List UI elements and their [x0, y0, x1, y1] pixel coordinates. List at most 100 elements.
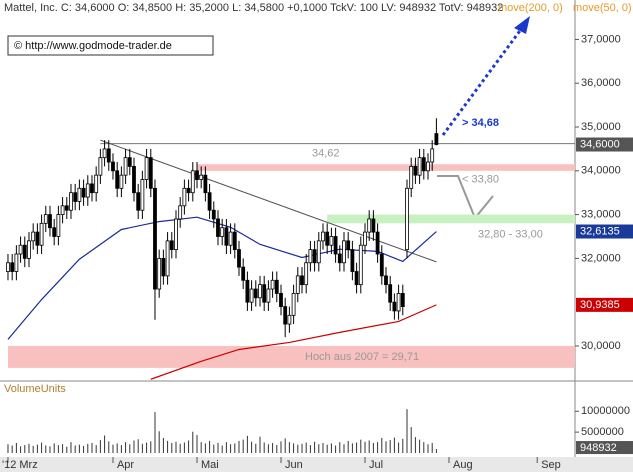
- candle-body: [270, 279, 275, 290]
- candle-body: [157, 257, 162, 290]
- candle-body: [333, 236, 338, 255]
- candle-body: [39, 222, 44, 246]
- candle-body: [426, 161, 430, 172]
- candle-body: [169, 240, 174, 251]
- candle-body: [94, 174, 99, 194]
- candle-body: [337, 253, 342, 264]
- candle-body: [31, 231, 36, 242]
- candle-body: [182, 187, 187, 207]
- moving-average: [150, 304, 437, 380]
- target-label: < 33,80: [462, 173, 499, 185]
- candle-body: [199, 174, 204, 180]
- indicator-label: move(50, 0): [573, 2, 632, 14]
- candle-body: [220, 227, 225, 237]
- candle-body: [300, 275, 304, 286]
- y-tick-label: 37,0000: [581, 33, 621, 45]
- candle-body: [388, 284, 393, 303]
- last-value-box: [576, 137, 633, 152]
- candle-body: [367, 218, 372, 233]
- candle-body: [283, 306, 288, 325]
- x-tick-label: Jun: [285, 459, 303, 471]
- candle-body: [207, 192, 212, 211]
- candle-body: [430, 148, 435, 163]
- x-tick-label: Sep: [541, 459, 561, 471]
- candle-body: [308, 249, 313, 264]
- date-bar: [0, 457, 633, 472]
- candle-body: [405, 187, 409, 251]
- y-tick-label: 33,0000: [581, 208, 621, 220]
- x-tick-label: Mai: [201, 459, 219, 471]
- zone: [196, 164, 575, 171]
- last-value-label: 32,6135: [580, 225, 620, 237]
- candle-body: [211, 209, 216, 220]
- candle-body: [346, 240, 351, 251]
- candle-body: [64, 205, 69, 211]
- trendline: [100, 139, 437, 263]
- x-tick-label: Apr: [117, 459, 134, 471]
- candle-body: [161, 257, 166, 277]
- x-tick-label: Jul: [369, 459, 383, 471]
- arrow-head: [514, 16, 530, 34]
- zone: [327, 214, 575, 224]
- target-arrow: [441, 27, 524, 136]
- y-tick-label: 30,0000: [581, 340, 621, 352]
- candle-body: [85, 183, 90, 198]
- zone-label: Hoch aus 2007 = 29,71: [305, 351, 419, 363]
- candle-body: [245, 279, 250, 303]
- candle-body: [384, 275, 388, 286]
- candle-body: [262, 284, 267, 303]
- candle-body: [153, 187, 157, 290]
- target-label: > 34,68: [462, 117, 499, 129]
- last-value-box: [576, 224, 633, 239]
- y-tick-label: 32,0000: [581, 252, 621, 264]
- candle-body: [174, 218, 178, 251]
- y-tick-label: 36,0000: [581, 77, 621, 89]
- candle-body: [325, 231, 330, 246]
- candle-body: [224, 227, 229, 246]
- candle-body: [102, 148, 107, 159]
- candle-body: [81, 187, 86, 198]
- candle-body: [18, 244, 23, 255]
- candle-body: [396, 293, 401, 312]
- candle-body: [10, 262, 15, 272]
- candle-body: [119, 174, 124, 189]
- last-value-label: 30,9385: [580, 299, 620, 311]
- candle-body: [358, 244, 363, 286]
- candle-body: [413, 166, 418, 176]
- candle-body: [434, 133, 439, 145]
- copyright: © http://www.godmode-trader.de: [14, 40, 172, 52]
- zone: [7, 345, 575, 368]
- candle-body: [371, 218, 376, 233]
- candle-body: [98, 157, 103, 176]
- candle-body: [6, 262, 10, 272]
- y-tick-label: 35,0000: [581, 121, 621, 133]
- candle-body: [228, 231, 233, 246]
- candle-body: [392, 301, 397, 312]
- candle-body: [379, 253, 384, 277]
- candle-body: [132, 166, 136, 194]
- candle-body: [417, 157, 422, 176]
- candle-body: [258, 284, 262, 299]
- candle-body: [22, 244, 27, 259]
- copyright-box: [7, 35, 214, 56]
- candle-body: [127, 157, 132, 167]
- candle-body: [329, 236, 334, 246]
- candle-body: [186, 187, 191, 194]
- candle-body: [295, 275, 300, 294]
- zone-label: 32,80 - 33,00: [478, 228, 543, 240]
- last-value-label: 34,6000: [580, 138, 620, 150]
- candle-body: [312, 249, 317, 264]
- candle-body: [363, 231, 367, 246]
- candle-body: [354, 271, 359, 286]
- candle-body: [90, 183, 94, 194]
- y-tick-label: 34,0000: [581, 165, 621, 177]
- candle-body: [52, 227, 57, 237]
- candle-body: [190, 170, 195, 194]
- last-value-box: [576, 297, 633, 312]
- candle-body: [421, 157, 426, 172]
- candle-body: [73, 192, 78, 202]
- candle-body: [216, 218, 220, 237]
- candle-body: [409, 166, 414, 189]
